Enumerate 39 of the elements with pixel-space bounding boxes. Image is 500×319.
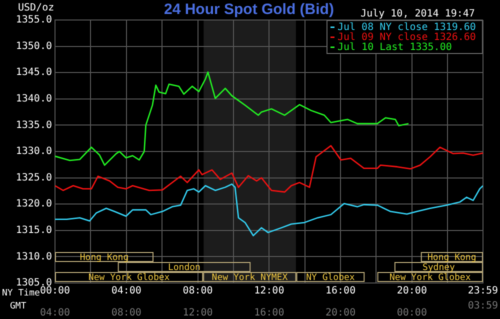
annotation: New York Globex — [389, 272, 472, 283]
x2-tick-label: 04:00 — [40, 308, 70, 319]
x2-tick-label: 20:00 — [325, 308, 356, 319]
x-axis-title: NY Time — [2, 288, 40, 298]
x2-tick-label: 08:00 — [111, 308, 142, 319]
x-tick-label: 16:00 — [325, 286, 356, 297]
x-tick-label: 08:00 — [182, 286, 213, 297]
y-tick-label: 1330.0 — [16, 146, 52, 158]
y-tick-label: 1340.0 — [16, 93, 52, 104]
annotation: NY Globex — [306, 272, 356, 283]
y-tick-label: 1320.0 — [16, 198, 52, 210]
x2-tick-label: 16:00 — [254, 308, 284, 319]
annotation: London — [168, 262, 200, 273]
legend-label: Jul 10 Last 1335.00 — [337, 42, 452, 54]
x2-axis-title: GMT — [10, 301, 27, 312]
x2-tick-label: 12:00 — [182, 308, 213, 319]
x-tick-label: 12:00 — [254, 286, 284, 297]
x-tick-label: 20:00 — [396, 286, 427, 297]
legend-label: Jul 08 NY close 1319.60 — [337, 22, 476, 34]
x-tick-label: 23:59 — [468, 286, 498, 297]
x2-tick-label: 00:00 — [396, 308, 427, 319]
y-tick-label: 1315.0 — [16, 224, 52, 236]
chart-subtitle: July 10, 2014 19:47 — [360, 8, 475, 20]
y-tick-label: 1355.0 — [16, 14, 52, 26]
y-tick-label: 1335.0 — [16, 120, 52, 131]
x-tick-label: 04:00 — [111, 286, 142, 297]
text: 03:59 — [468, 300, 498, 312]
annotation: Hong Kong — [428, 252, 476, 263]
annotation: Hong Kong — [80, 252, 129, 263]
annotation: Sydney — [422, 262, 456, 273]
y-axis-title: USD/oz — [18, 2, 54, 14]
y-tick-label: 1310.0 — [16, 251, 52, 262]
annotation: New York Globex — [88, 272, 170, 283]
annotation: New York NYMEX — [212, 272, 288, 283]
chart-title: 24 Hour Spot Gold (Bid) — [164, 1, 334, 18]
legend-label: Jul 09 NY close 1326.60 — [337, 32, 476, 44]
y-tick-label: 1325.0 — [16, 172, 52, 184]
y-tick-label: 1350.0 — [16, 40, 52, 52]
y-tick-label: 1345.0 — [16, 67, 52, 78]
